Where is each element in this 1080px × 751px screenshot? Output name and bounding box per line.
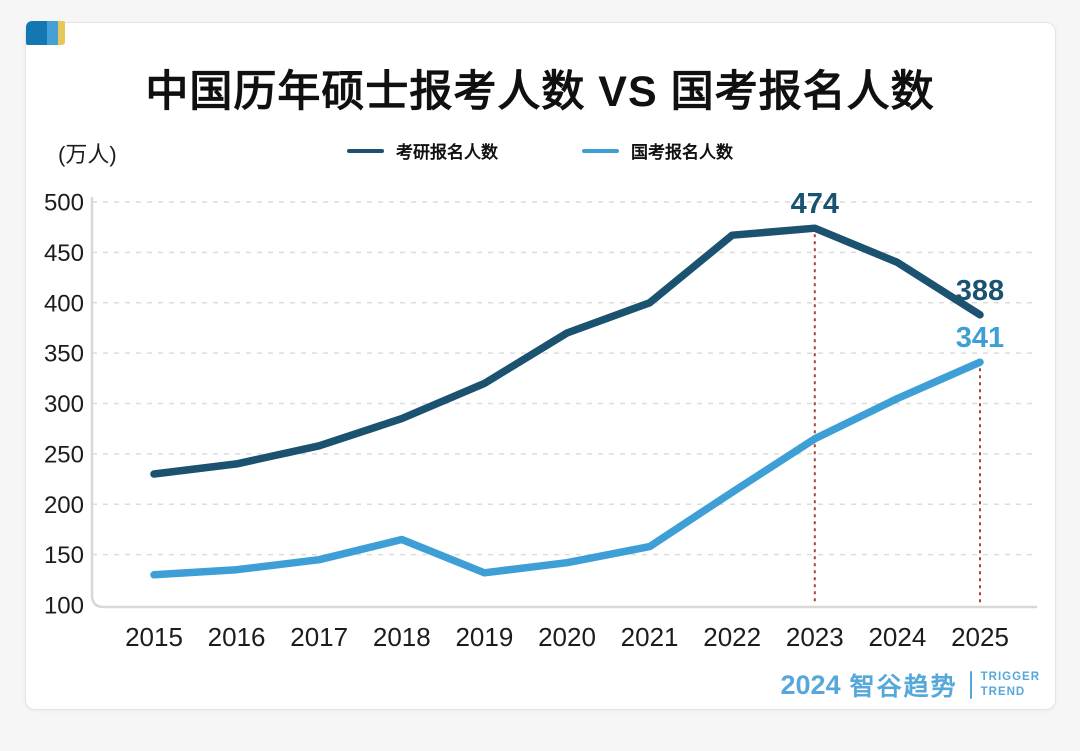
footer-brand-english-line2: TREND <box>980 686 1026 698</box>
axis-frame <box>90 196 1038 609</box>
y-tick-label-150: 150 <box>44 542 84 569</box>
footer-brand-year: 2024 <box>780 669 841 700</box>
y-tick-label-400: 400 <box>44 290 84 317</box>
legend-label-guokao: 国考报名人数 <box>631 143 733 162</box>
logo-band-light-blue <box>47 21 58 45</box>
y-tick-label-350: 350 <box>44 341 84 368</box>
data-label-474: 474 <box>791 188 839 220</box>
x-tick-label-2020: 2020 <box>538 622 596 652</box>
legend: 考研报名人数 国考报名人数 <box>0 138 1080 163</box>
y-tick-label-450: 450 <box>44 240 84 267</box>
legend-swatch-guokao <box>582 148 619 153</box>
footer-brand-name: 智谷趋势 <box>849 673 958 701</box>
series-line-guokao <box>150 358 984 579</box>
y-tick-label-300: 300 <box>44 391 84 418</box>
logo-band-yellow <box>58 21 65 45</box>
x-tick-label-2025: 2025 <box>951 622 1009 652</box>
series-line-kaoyan <box>150 224 984 478</box>
footer-brand: 2024 智谷趋势 TRIGGER TREND <box>781 667 1040 703</box>
data-label-341: 341 <box>956 322 1004 354</box>
brand-logo-chip <box>26 21 65 45</box>
footer-divider <box>969 671 972 699</box>
legend-swatch-kaoyan <box>347 148 384 153</box>
x-tick-label-2019: 2019 <box>455 622 513 652</box>
y-tick-label-250: 250 <box>44 441 84 468</box>
data-label-388: 388 <box>956 275 1004 307</box>
x-tick-label-2024: 2024 <box>868 622 926 652</box>
y-tick-label-200: 200 <box>44 492 84 519</box>
x-tick-label-2015: 2015 <box>125 622 183 652</box>
x-tick-label-2021: 2021 <box>621 622 679 652</box>
chart-card <box>25 22 1056 710</box>
legend-label-kaoyan: 考研报名人数 <box>396 143 498 162</box>
x-tick-label-2022: 2022 <box>703 622 761 652</box>
logo-band-dark-blue <box>26 21 47 45</box>
y-axis-unit-label: (万人) <box>58 142 117 167</box>
x-tick-label-2016: 2016 <box>208 622 266 652</box>
x-tick-label-2017: 2017 <box>290 622 348 652</box>
x-tick-label-2023: 2023 <box>786 622 844 652</box>
y-tick-label-100: 100 <box>44 593 84 620</box>
chart-title: 中国历年硕士报考人数 VS 国考报名人数 <box>145 68 935 116</box>
x-tick-label-2018: 2018 <box>373 622 431 652</box>
legend-item-guokao: 国考报名人数 <box>582 138 733 163</box>
footer-brand-english: TRIGGER TREND <box>981 670 1040 700</box>
y-tick-label-500: 500 <box>44 190 84 217</box>
legend-item-kaoyan: 考研报名人数 <box>347 138 498 163</box>
footer-brand-english-line1: TRIGGER <box>980 671 1040 684</box>
